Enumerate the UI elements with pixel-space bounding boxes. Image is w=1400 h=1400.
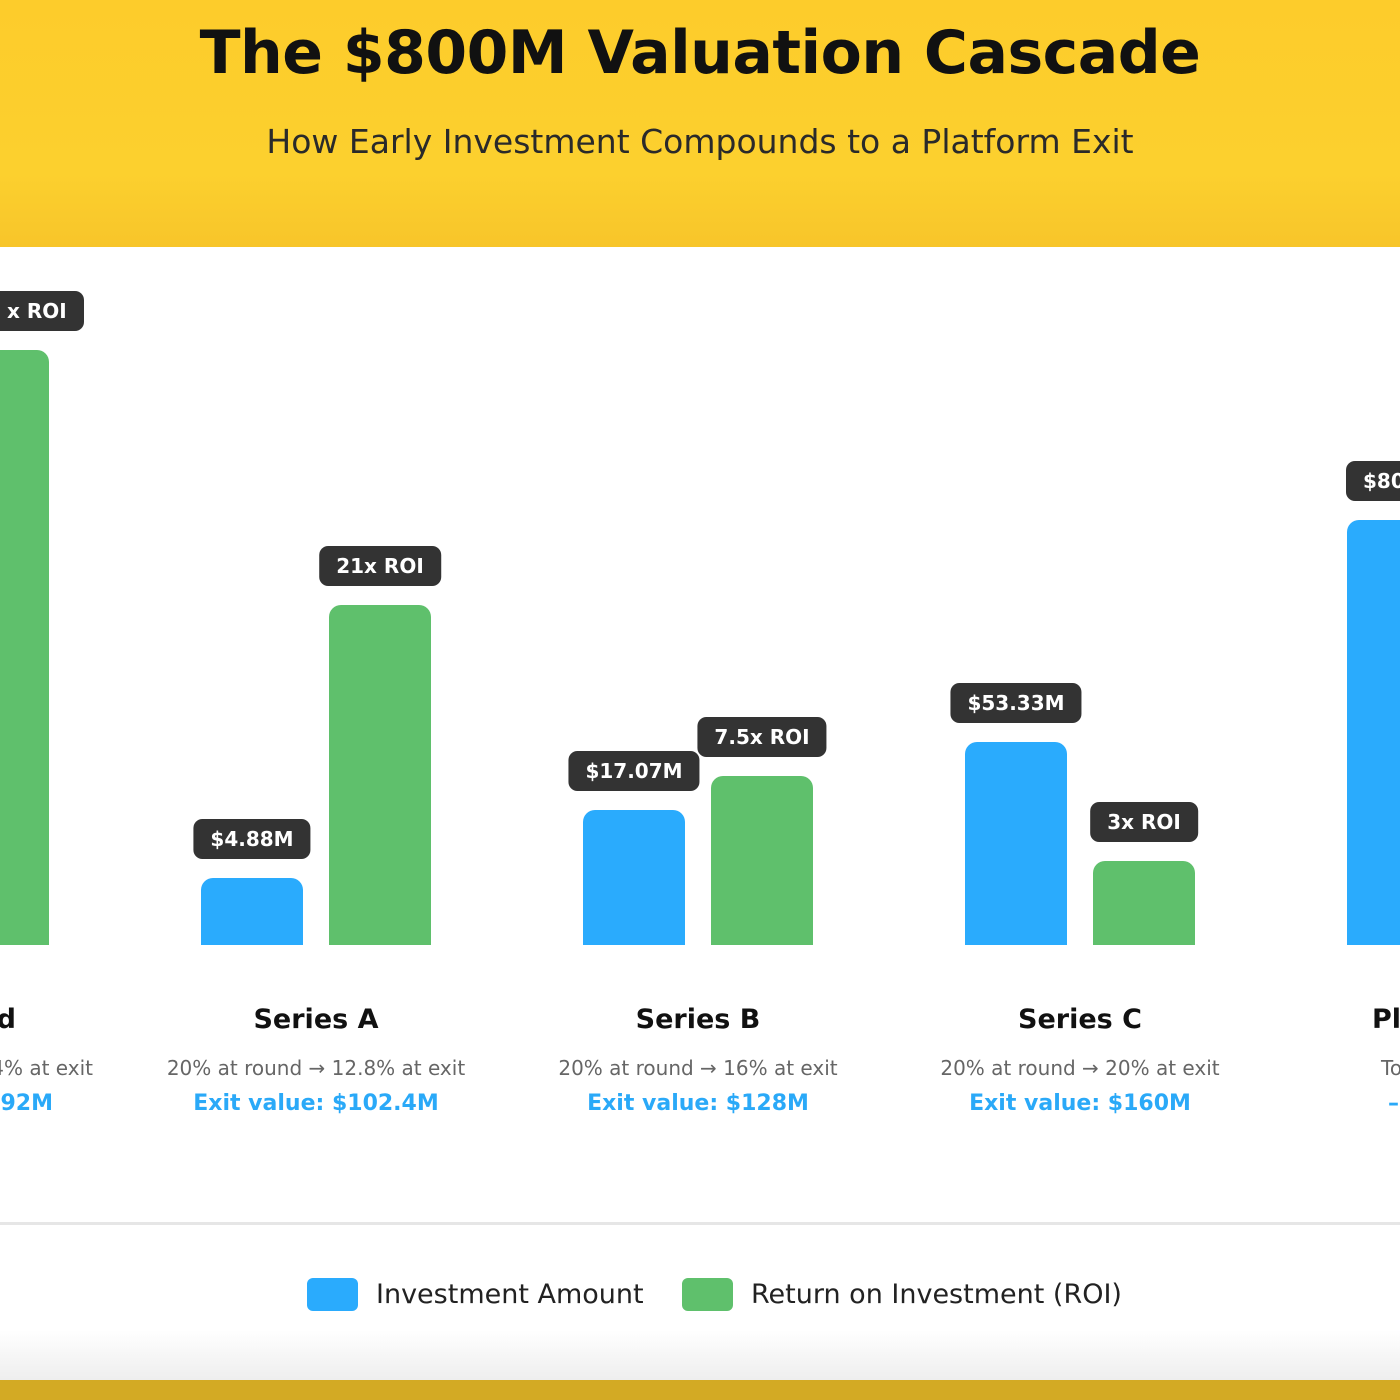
investment-bar [201, 878, 303, 945]
legend-swatch-roi [682, 1277, 733, 1311]
footer-fade [0, 1330, 1400, 1380]
legend-label: Investment Amount [376, 1278, 644, 1310]
category-label: Series A [253, 1004, 379, 1035]
bar-value-label: 3x ROI [1090, 802, 1198, 842]
bar-value-label: $53.33M [950, 683, 1082, 723]
bar-value-label: $4.88M [193, 819, 311, 859]
header: The $800M Valuation Cascade How Early In… [0, 0, 1400, 247]
page-subtitle: How Early Investment Compounds to a Plat… [266, 122, 1134, 161]
legend-item-investment: Investment Amount [307, 1276, 644, 1312]
divider [0, 1222, 1400, 1225]
legend-label: Return on Investment (ROI) [751, 1278, 1122, 1310]
investment-bar [583, 810, 685, 945]
roi-bar [329, 605, 431, 945]
roi-bar [1093, 861, 1195, 945]
category-description: 20% at round → 20% at exit [940, 1056, 1220, 1080]
investment-bar [965, 742, 1067, 945]
category-description: 20% at round → 12.8% at exit [166, 1056, 466, 1080]
category-exit-value: Exit value: $160M [969, 1091, 1191, 1116]
category-exit-value: 92M [0, 1091, 53, 1116]
category-label: d [0, 1004, 16, 1035]
bar-value-label: $17.07M [568, 751, 700, 791]
category-exit-value: Exit value: $128M [587, 1091, 809, 1116]
category-description: To [1381, 1056, 1400, 1080]
investment-bar [1347, 520, 1400, 945]
bar-value-label: 21x ROI [319, 546, 441, 586]
category-label: Series C [1018, 1004, 1142, 1035]
legend-swatch-investment [307, 1277, 358, 1311]
bar-value-label: $80 [1346, 461, 1400, 501]
category-label: Series B [635, 1004, 761, 1035]
page-title: The $800M Valuation Cascade [199, 18, 1201, 88]
category-description: 4% at exit [0, 1056, 93, 1080]
category-label: Pl [1372, 1004, 1400, 1035]
category-description: 20% at round → 16% at exit [558, 1056, 838, 1080]
legend-item-roi: Return on Investment (ROI) [682, 1276, 1122, 1312]
footer-band [0, 1380, 1400, 1400]
bar-value-label: 7.5x ROI [697, 717, 827, 757]
roi-bar [0, 350, 49, 945]
roi-bar [711, 776, 813, 945]
category-exit-value: Exit value: $102.4M [193, 1091, 439, 1116]
category-exit-value: – [1388, 1091, 1399, 1116]
bar-value-label: x ROI [0, 291, 84, 331]
